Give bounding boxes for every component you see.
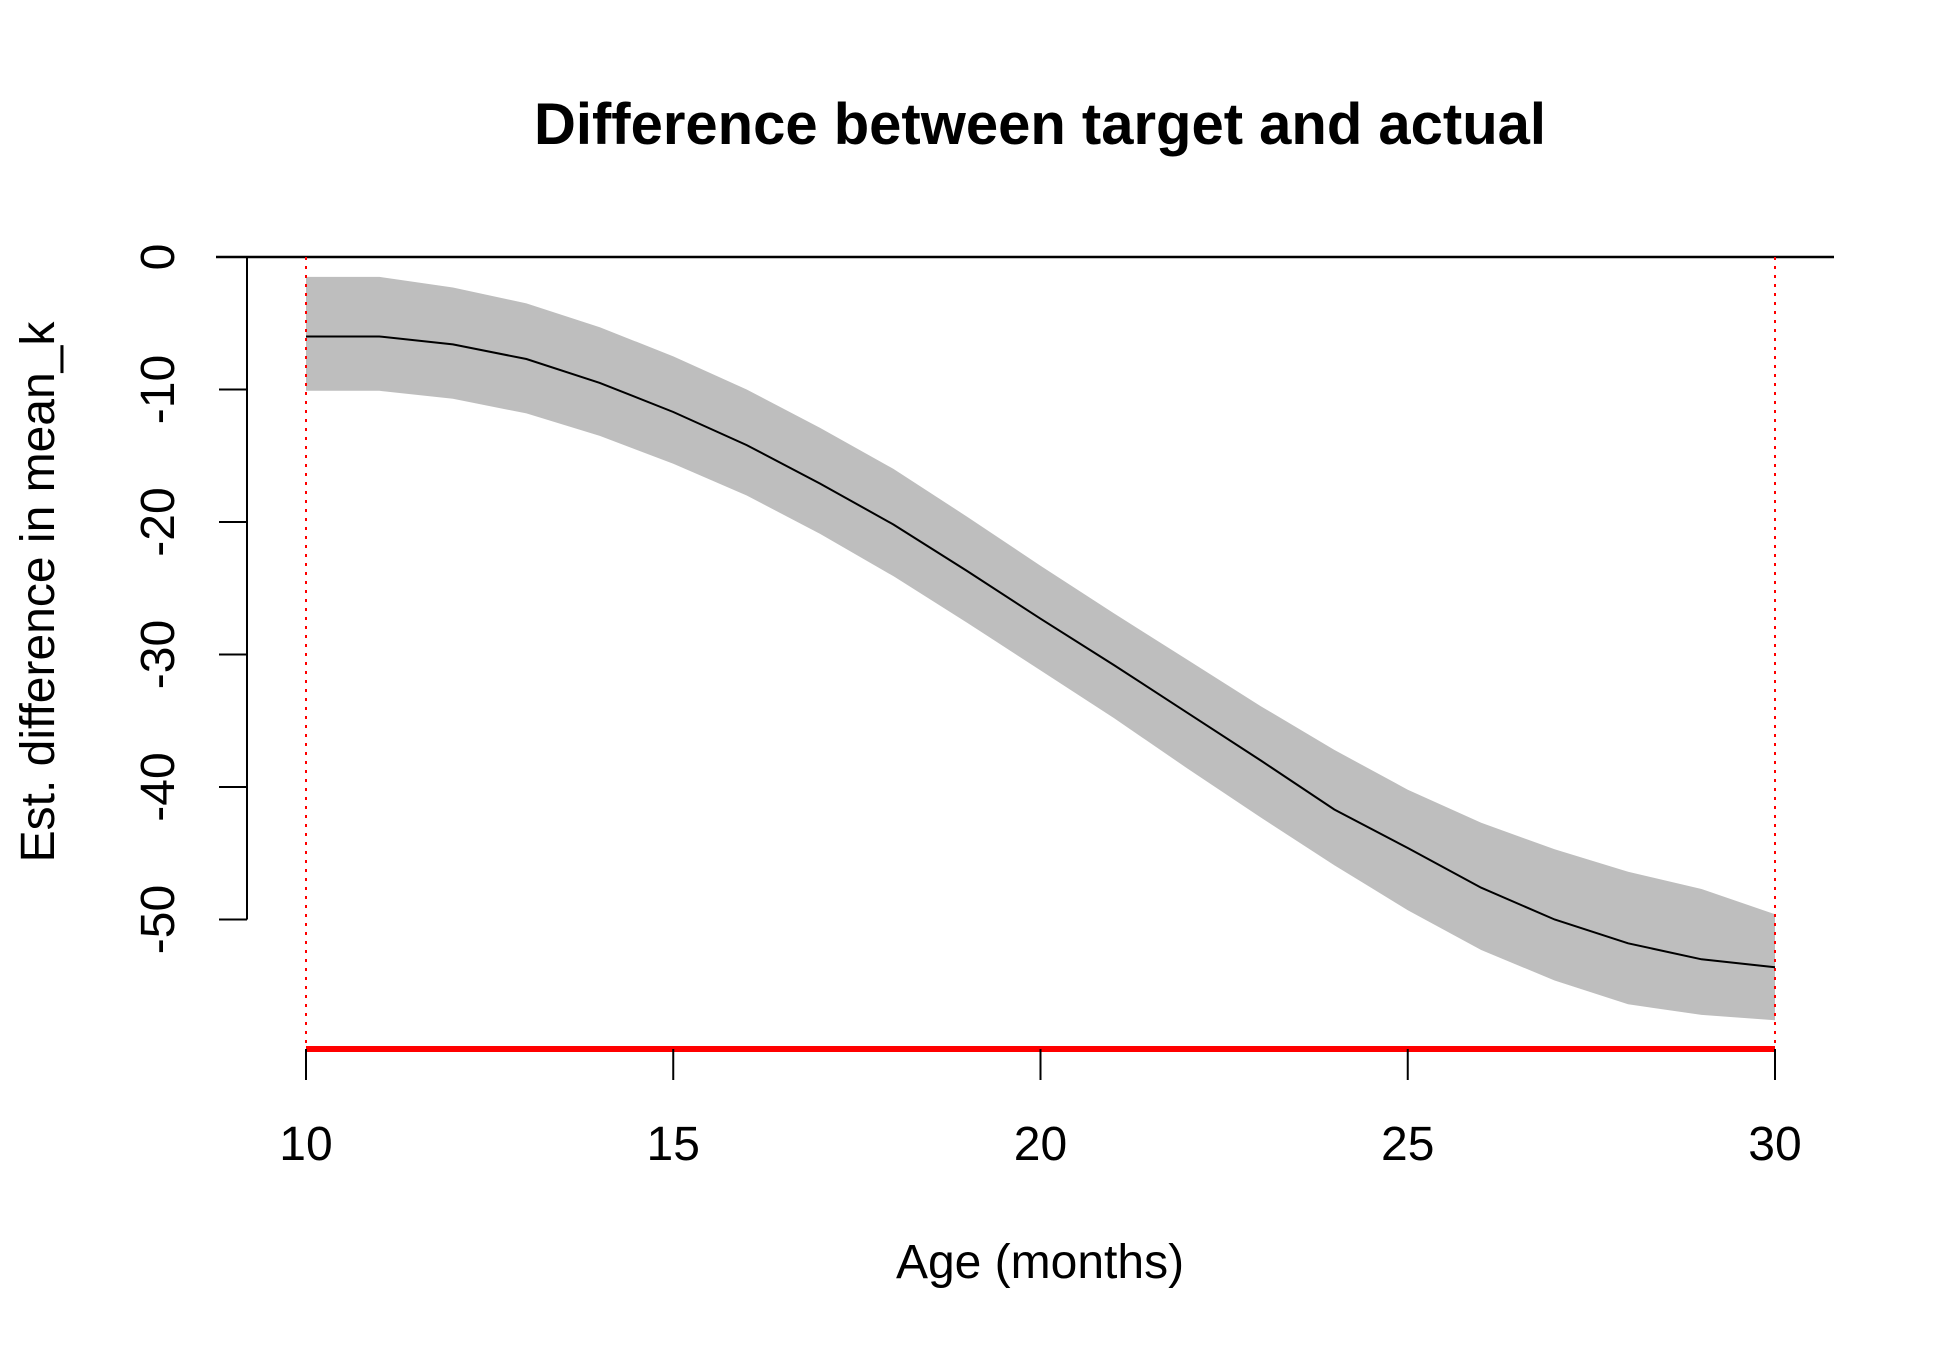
- y-tick-label: -40: [132, 752, 185, 821]
- fitted-line: [306, 335, 1776, 969]
- x-tick-label: 20: [1014, 1118, 1067, 1171]
- x-tick-label: 10: [279, 1118, 332, 1171]
- y-tick-label: -30: [132, 620, 185, 689]
- x-tick-label: 25: [1381, 1118, 1434, 1171]
- y-tick-label: -50: [132, 885, 185, 954]
- confidence-band: [306, 276, 1775, 1021]
- chart-title: Difference between target and actual: [534, 92, 1546, 157]
- x-tick-label: 15: [647, 1118, 700, 1171]
- y-tick-label: -10: [132, 355, 185, 424]
- x-tick-label: 30: [1748, 1118, 1801, 1171]
- x-axis-label: Age (months): [896, 1236, 1184, 1289]
- y-tick-label: 0: [132, 244, 185, 271]
- plot-area: 0 -10 -20 -30 -40 -50 10 15 20 25 30: [132, 244, 1834, 1171]
- y-tick-label: -20: [132, 487, 185, 556]
- y-axis-label: Est. difference in mean_k: [12, 321, 65, 863]
